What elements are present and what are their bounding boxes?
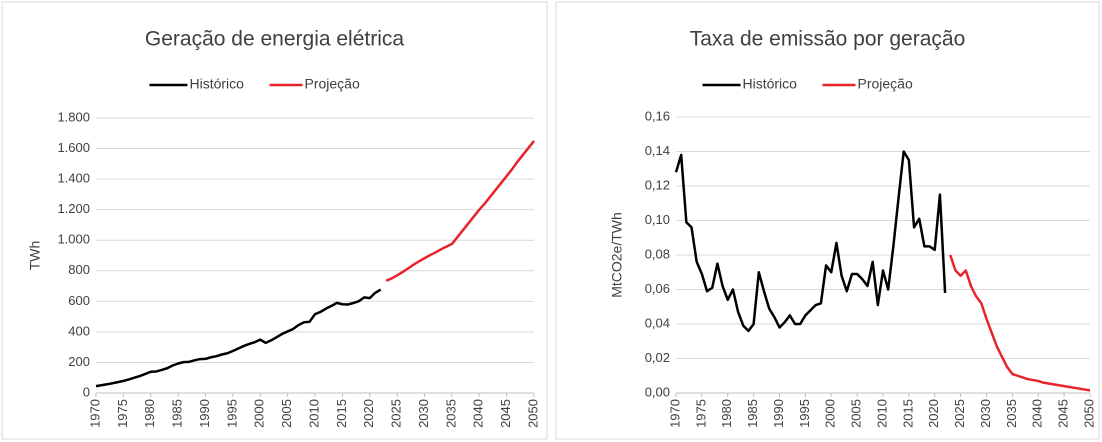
y-tick-label: 1.800	[57, 109, 90, 124]
x-tick-label: 1985	[170, 399, 185, 428]
x-tick-label: 2015	[900, 399, 915, 428]
legend-label: Histórico	[190, 76, 245, 92]
x-tick-label: 2040	[1030, 399, 1045, 428]
series-line	[385, 140, 535, 282]
x-tick-label: 2020	[361, 399, 376, 428]
x-tick-label: 2045	[1056, 399, 1071, 428]
y-tick-label: 0,00	[645, 384, 670, 399]
x-tick-label: 1995	[797, 399, 812, 428]
x-tick-label: 2000	[823, 399, 838, 428]
x-tick-label: 2015	[334, 399, 349, 428]
y-tick-label: 200	[68, 354, 90, 369]
panel-border	[1, 1, 548, 440]
x-tick-label: 2025	[952, 399, 967, 428]
x-tick-label: 2030	[978, 399, 993, 428]
x-tick-label: 1980	[719, 399, 734, 428]
x-tick-label: 2000	[252, 399, 267, 428]
x-tick-label: 1990	[771, 399, 786, 428]
y-tick-label: 0,12	[645, 177, 670, 192]
x-tick-label: 1980	[142, 399, 157, 428]
y-tick-label: 800	[68, 262, 90, 277]
x-tick-label: 2005	[279, 399, 294, 428]
x-tick-label: 2010	[874, 399, 889, 428]
x-tick-label: 1985	[745, 399, 760, 428]
y-tick-label: 0,02	[645, 350, 670, 365]
y-tick-label: 0,16	[645, 108, 670, 123]
x-tick-label: 1975	[115, 399, 130, 428]
chart-title: Geração de energia elétrica	[145, 28, 404, 51]
series-line	[949, 254, 1091, 392]
series-line	[95, 288, 382, 388]
legend-label: Histórico	[743, 76, 798, 92]
y-tick-label: 1.600	[57, 140, 90, 155]
y-axis-label: TWh	[27, 241, 43, 271]
chart-title: Taxa de emissão por geração	[690, 28, 966, 51]
x-tick-label: 2045	[498, 399, 513, 428]
y-tick-label: 1.000	[57, 232, 90, 247]
x-tick-label: 2050	[525, 399, 540, 428]
x-tick-label: 2030	[416, 399, 431, 428]
legend-label: Projeção	[858, 76, 913, 92]
x-tick-label: 2020	[926, 399, 941, 428]
y-tick-label: 1.200	[57, 201, 90, 216]
x-tick-label: 1990	[197, 399, 212, 428]
x-tick-label: 1970	[667, 399, 682, 428]
panel-border	[555, 1, 1100, 440]
y-tick-label: 400	[68, 323, 90, 338]
x-tick-label: 2005	[849, 399, 864, 428]
y-tick-label: 600	[68, 293, 90, 308]
y-tick-label: 0	[83, 384, 90, 399]
y-tick-label: 0,14	[645, 143, 670, 158]
y-tick-label: 0,04	[645, 315, 670, 330]
y-axis-label: MtCO2e/TWh	[609, 212, 625, 298]
x-tick-label: 2035	[443, 399, 458, 428]
x-tick-label: 2010	[306, 399, 321, 428]
x-tick-label: 2025	[389, 399, 404, 428]
x-tick-label: 1970	[87, 399, 102, 428]
series-line	[674, 150, 947, 333]
x-tick-label: 2050	[1081, 399, 1096, 428]
x-tick-label: 1995	[224, 399, 239, 428]
legend-label: Projeção	[305, 76, 360, 92]
x-tick-label: 2035	[1004, 399, 1019, 428]
x-tick-label: 1975	[693, 399, 708, 428]
y-tick-label: 0,06	[645, 281, 670, 296]
y-tick-label: 0,10	[645, 212, 670, 227]
x-tick-label: 2040	[471, 399, 486, 428]
y-tick-label: 1.400	[57, 171, 90, 186]
y-tick-label: 0,08	[645, 246, 670, 261]
